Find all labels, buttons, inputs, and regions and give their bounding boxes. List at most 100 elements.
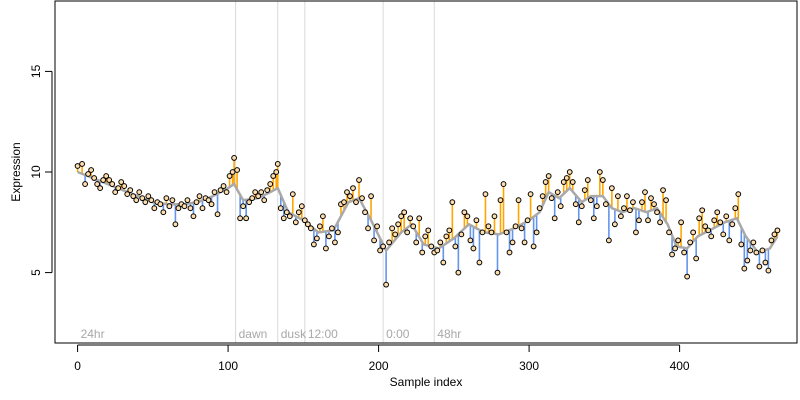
data-point — [335, 229, 341, 236]
data-point — [410, 223, 417, 230]
data-point — [115, 185, 122, 191]
data-point — [316, 223, 323, 230]
data-point — [74, 163, 81, 169]
data-point — [605, 237, 612, 244]
data-point — [127, 187, 134, 194]
data-point — [563, 175, 570, 181]
data-point — [624, 193, 630, 200]
data-point — [581, 187, 588, 194]
data-point — [181, 203, 188, 210]
data-point — [252, 189, 259, 196]
data-point — [277, 205, 284, 212]
data-point — [473, 217, 480, 224]
data-point — [569, 179, 576, 185]
data-point — [437, 239, 444, 246]
x-tick-label: 200 — [369, 359, 389, 373]
x-tick-label: 0 — [74, 359, 81, 373]
data-point — [539, 193, 546, 200]
data-point — [726, 237, 733, 244]
data-point — [217, 187, 224, 194]
data-point — [205, 197, 212, 204]
y-axis: 5 10 15 — [29, 64, 53, 276]
data-point — [530, 243, 537, 250]
data-point — [301, 217, 308, 224]
data-point — [497, 197, 504, 204]
data-point — [557, 203, 564, 210]
data-point — [368, 193, 374, 200]
data-point — [614, 193, 621, 200]
data-point — [214, 211, 221, 218]
data-point — [255, 193, 262, 200]
data-point — [344, 189, 350, 196]
data-point — [693, 255, 700, 262]
data-point — [112, 189, 119, 196]
data-point — [762, 259, 769, 266]
data-point — [599, 177, 606, 183]
data-point — [708, 233, 715, 240]
data-point — [356, 177, 362, 183]
data-point — [323, 245, 329, 252]
data-point — [142, 199, 149, 206]
data-point — [639, 199, 645, 206]
data-point — [449, 199, 456, 206]
data-point — [545, 173, 552, 179]
data-point — [732, 205, 739, 212]
data-point — [419, 249, 426, 256]
data-point — [753, 249, 760, 256]
data-point — [596, 169, 603, 175]
data-point — [750, 239, 757, 246]
data-point — [359, 195, 365, 202]
data-point — [118, 179, 125, 185]
data-point — [350, 185, 356, 191]
data-point — [645, 217, 651, 224]
data-point — [148, 197, 155, 204]
data-point — [226, 173, 233, 179]
data-point — [362, 209, 368, 216]
data-point — [630, 199, 636, 206]
data-point — [121, 183, 128, 189]
data-point — [220, 183, 227, 189]
residual-segments — [76, 157, 779, 285]
data-point — [175, 205, 182, 212]
data-point — [593, 203, 600, 210]
marker-label: 12:00 — [308, 327, 338, 341]
data-points — [74, 155, 781, 288]
data-point — [470, 245, 477, 252]
data-point — [416, 215, 423, 222]
data-point — [554, 189, 561, 196]
data-point — [261, 197, 268, 204]
data-point — [151, 205, 158, 212]
data-point — [648, 195, 654, 202]
data-point — [663, 197, 669, 204]
data-point — [702, 223, 709, 230]
data-point — [458, 231, 465, 238]
data-point — [590, 215, 597, 222]
data-point — [193, 199, 200, 206]
data-point — [286, 213, 293, 220]
data-point — [774, 227, 781, 234]
data-point — [575, 219, 582, 226]
time-marker-lines — [235, 1, 435, 343]
data-point — [332, 239, 338, 246]
data-point — [211, 189, 218, 196]
data-point — [377, 247, 383, 254]
data-point — [461, 209, 468, 216]
data-point — [747, 247, 754, 254]
data-point — [422, 233, 429, 240]
data-point — [97, 185, 104, 191]
data-point — [512, 223, 519, 230]
data-point — [452, 243, 459, 250]
marker-label: 24hr — [81, 327, 105, 341]
data-point — [380, 243, 387, 250]
data-point — [304, 221, 311, 228]
data-point — [666, 229, 672, 236]
time-marker-labels: 24hr dawn dusk 12:00 0:00 48hr — [81, 327, 462, 341]
data-point — [79, 161, 85, 167]
data-point — [106, 177, 113, 183]
data-point — [199, 205, 206, 212]
data-point — [310, 241, 317, 248]
data-point — [714, 209, 721, 216]
data-point — [172, 221, 179, 228]
data-point — [425, 227, 432, 234]
